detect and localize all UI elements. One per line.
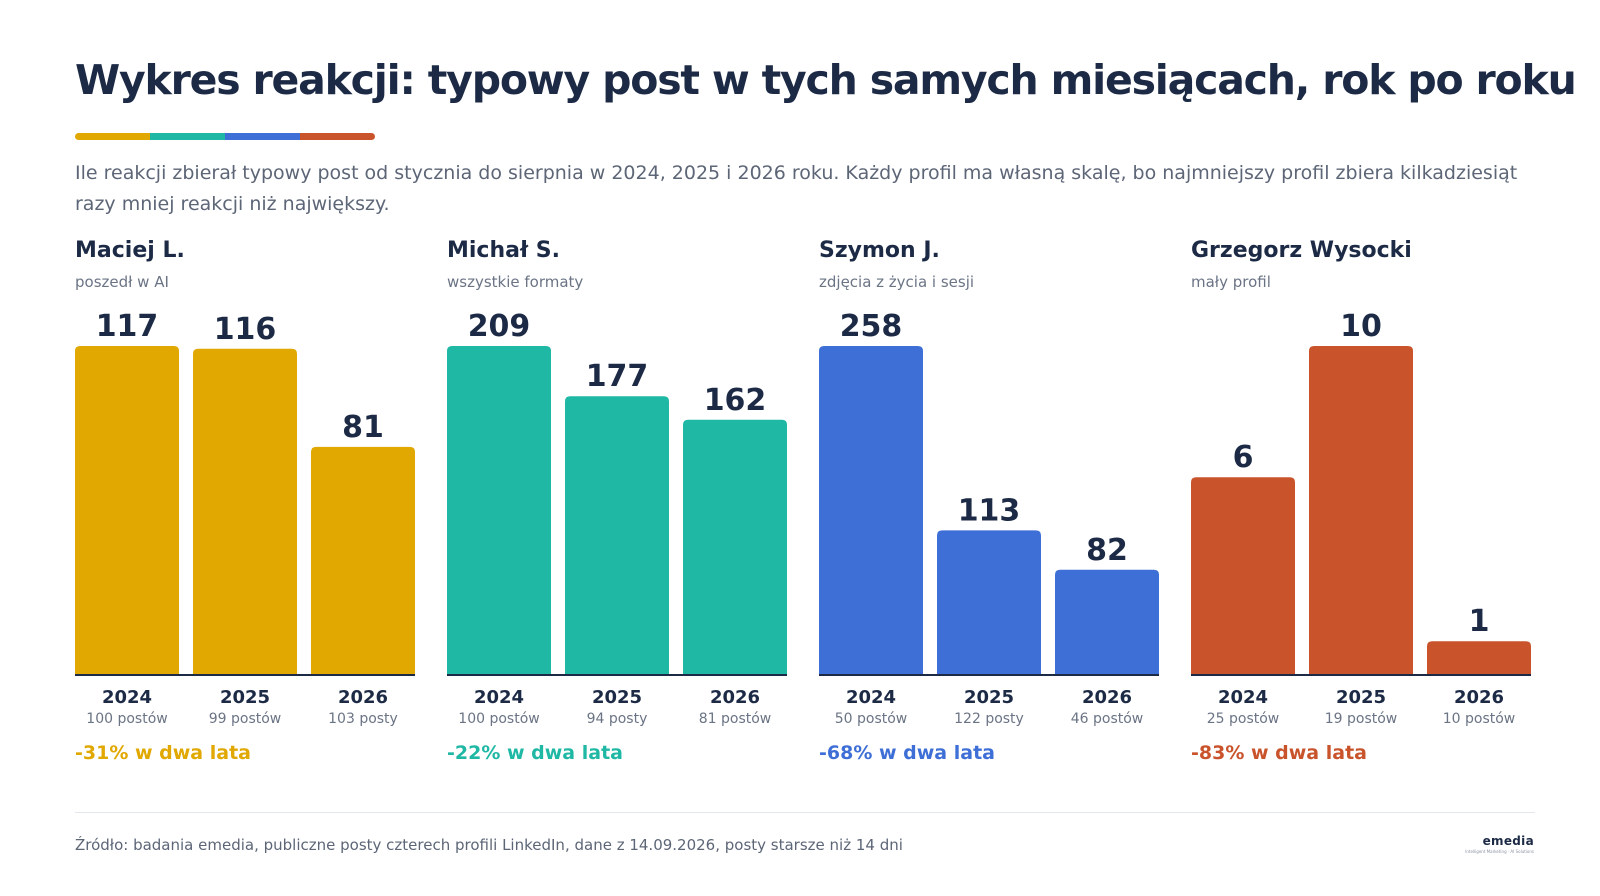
posts-count: 81 postów	[699, 711, 772, 727]
value-label: 116	[214, 312, 277, 347]
change-label: -68% w dwa lata	[819, 742, 995, 764]
panel-title: Maciej L.	[75, 238, 185, 263]
tick-label: 2024	[846, 687, 896, 708]
posts-count: 46 postów	[1071, 711, 1144, 727]
value-label: 10	[1340, 309, 1382, 344]
emedia-logo: emedia Intelligent Marketing · AI Soluti…	[1465, 834, 1534, 854]
bar-chart: 258 2024 50 postów 113 2025 122 posty 82 2026 46…	[819, 309, 1159, 727]
bar-2026	[1055, 569, 1159, 674]
value-label: 1	[1469, 604, 1490, 639]
panel-subtitle: zdjęcia z życia i sesji	[819, 273, 975, 291]
value-label: 162	[704, 383, 767, 418]
tick-label: 2025	[220, 687, 270, 708]
baseline	[819, 674, 1159, 676]
tick-label: 2026	[338, 687, 388, 708]
bar-2024	[819, 346, 923, 674]
posts-count: 19 postów	[1325, 711, 1398, 727]
footer-divider	[75, 812, 1535, 813]
change-label: -83% w dwa lata	[1191, 742, 1367, 764]
stripe-segment-yellow	[75, 133, 150, 140]
panel-title: Michał S.	[447, 238, 561, 263]
posts-count: 94 posty	[587, 711, 648, 727]
panel-subtitle: wszystkie formaty	[447, 273, 584, 291]
bar-chart: 117 2024 100 postów 116 2025 99 postów 81 2026 1…	[75, 309, 415, 727]
bar-2024	[75, 346, 179, 674]
posts-count: 99 postów	[209, 711, 282, 727]
bar-chart: 209 2024 100 postów 177 2025 94 posty 162 2026 8…	[447, 309, 787, 727]
change-label: -22% w dwa lata	[447, 742, 623, 764]
posts-count: 50 postów	[835, 711, 908, 727]
bar-2025	[193, 348, 297, 674]
value-label: 6	[1233, 440, 1254, 475]
stripe-segment-orange	[300, 133, 375, 140]
page-title: Wykres reakcji: typowy post w tych samyc…	[75, 56, 1577, 104]
chart-panel-szymon: Szymon J. zdjęcia z życia i sesji 258 202…	[819, 236, 1159, 796]
bar-2026	[1427, 641, 1531, 674]
tick-label: 2025	[964, 687, 1014, 708]
posts-count: 25 postów	[1207, 711, 1280, 727]
tick-label: 2024	[102, 687, 152, 708]
baseline	[447, 674, 787, 676]
tick-label: 2025	[1336, 687, 1386, 708]
value-label: 81	[342, 410, 384, 445]
panel-subtitle: poszedł w AI	[75, 273, 169, 291]
bar-2025	[937, 530, 1041, 674]
value-label: 209	[468, 309, 531, 344]
tick-label: 2024	[474, 687, 524, 708]
posts-count: 100 postów	[458, 711, 539, 727]
tick-label: 2025	[592, 687, 642, 708]
page-subtitle: Ile reakcji zbierał typowy post od stycz…	[75, 162, 1518, 215]
chart-panel-maciej: Maciej L. poszedł w AI 117 2024 100 postów…	[75, 236, 415, 796]
bar-2024	[447, 346, 551, 674]
stripe-segment-blue	[225, 133, 300, 140]
color-stripe	[75, 133, 375, 140]
bar-chart: 6 2024 25 postów 10 2025 19 postów 1 2026 10 pos…	[1191, 309, 1531, 727]
bar-2025	[1309, 346, 1413, 674]
posts-count: 122 posty	[954, 711, 1024, 727]
bar-2026	[311, 446, 415, 674]
value-label: 113	[958, 493, 1021, 528]
panel-title: Szymon J.	[819, 238, 940, 263]
posts-count: 100 postów	[86, 711, 167, 727]
baseline	[75, 674, 415, 676]
tick-label: 2026	[1082, 687, 1132, 708]
panel-subtitle: mały profil	[1191, 273, 1271, 291]
posts-count: 10 postów	[1443, 711, 1516, 727]
tick-label: 2026	[1454, 687, 1504, 708]
chart-panel-grzegorz: Grzegorz Wysocki mały profil 6 2024 25 pos…	[1191, 236, 1531, 796]
value-label: 177	[586, 359, 649, 394]
tick-label: 2026	[710, 687, 760, 708]
value-label: 82	[1086, 533, 1128, 568]
source-note: Źródło: badania emedia, publiczne posty …	[75, 836, 903, 854]
logo-tagline: Intelligent Marketing · AI Solutions	[1465, 849, 1534, 854]
bar-2026	[683, 419, 787, 674]
stripe-segment-teal	[150, 133, 225, 140]
posts-count: 103 posty	[328, 711, 398, 727]
logo-text: emedia	[1482, 834, 1534, 848]
bar-2024	[1191, 477, 1295, 674]
chart-panel-michal: Michał S. wszystkie formaty 209 2024 100 p…	[447, 236, 787, 796]
change-label: -31% w dwa lata	[75, 742, 251, 764]
panel-title: Grzegorz Wysocki	[1191, 238, 1412, 263]
bar-2025	[565, 396, 669, 674]
value-label: 117	[96, 309, 159, 344]
baseline	[1191, 674, 1531, 676]
value-label: 258	[840, 309, 903, 344]
tick-label: 2024	[1218, 687, 1268, 708]
